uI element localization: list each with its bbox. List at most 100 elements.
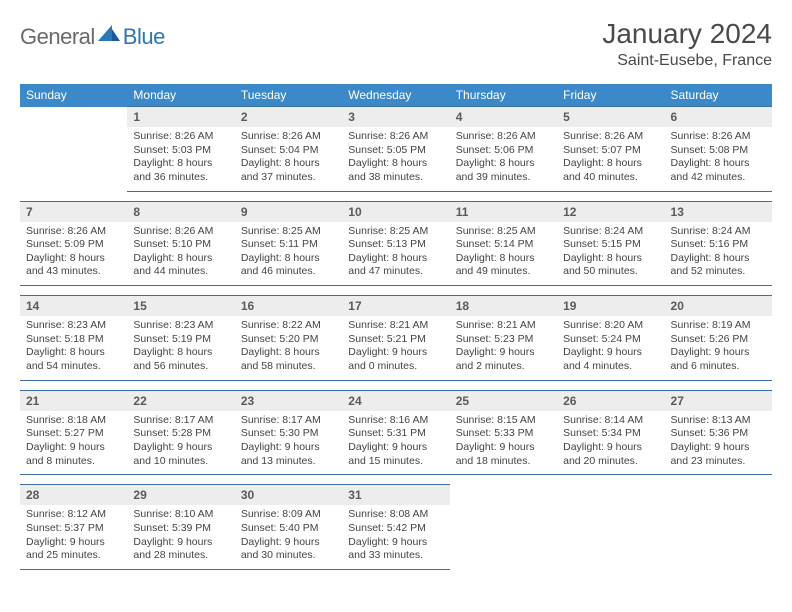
sunrise-line: Sunrise: 8:15 AM: [456, 414, 551, 428]
day-cell: [557, 485, 664, 570]
sunrise-line: Sunrise: 8:09 AM: [241, 508, 336, 522]
sunset-line: Sunset: 5:30 PM: [241, 427, 336, 441]
sunset-line: Sunset: 5:15 PM: [563, 238, 658, 252]
day-cell: 18Sunrise: 8:21 AMSunset: 5:23 PMDayligh…: [450, 296, 557, 381]
daylight-line: Daylight: 8 hours and 39 minutes.: [456, 157, 551, 184]
day-cell: 3Sunrise: 8:26 AMSunset: 5:05 PMDaylight…: [342, 107, 449, 192]
day-details: Sunrise: 8:20 AMSunset: 5:24 PMDaylight:…: [557, 316, 664, 380]
day-cell: 23Sunrise: 8:17 AMSunset: 5:30 PMDayligh…: [235, 390, 342, 475]
day-details: Sunrise: 8:25 AMSunset: 5:14 PMDaylight:…: [450, 222, 557, 286]
day-number: 11: [450, 202, 557, 222]
day-details: Sunrise: 8:22 AMSunset: 5:20 PMDaylight:…: [235, 316, 342, 380]
day-cell: 9Sunrise: 8:25 AMSunset: 5:11 PMDaylight…: [235, 201, 342, 286]
sunset-line: Sunset: 5:19 PM: [133, 333, 228, 347]
daylight-line: Daylight: 8 hours and 40 minutes.: [563, 157, 658, 184]
sunset-line: Sunset: 5:39 PM: [133, 522, 228, 536]
day-number: 24: [342, 391, 449, 411]
day-number: 20: [665, 296, 772, 316]
day-number: 29: [127, 485, 234, 505]
day-details: Sunrise: 8:16 AMSunset: 5:31 PMDaylight:…: [342, 411, 449, 475]
day-cell: [450, 485, 557, 570]
day-number: 4: [450, 107, 557, 127]
day-details: Sunrise: 8:08 AMSunset: 5:42 PMDaylight:…: [342, 505, 449, 569]
daylight-line: Daylight: 8 hours and 46 minutes.: [241, 252, 336, 279]
sunset-line: Sunset: 5:03 PM: [133, 144, 228, 158]
day-cell: 2Sunrise: 8:26 AMSunset: 5:04 PMDaylight…: [235, 107, 342, 192]
day-cell: 15Sunrise: 8:23 AMSunset: 5:19 PMDayligh…: [127, 296, 234, 381]
day-number: 15: [127, 296, 234, 316]
sunrise-line: Sunrise: 8:26 AM: [26, 225, 121, 239]
day-cell: 26Sunrise: 8:14 AMSunset: 5:34 PMDayligh…: [557, 390, 664, 475]
daylight-line: Daylight: 8 hours and 38 minutes.: [348, 157, 443, 184]
sunrise-line: Sunrise: 8:18 AM: [26, 414, 121, 428]
day-number: 18: [450, 296, 557, 316]
sunrise-line: Sunrise: 8:23 AM: [26, 319, 121, 333]
sunrise-line: Sunrise: 8:13 AM: [671, 414, 766, 428]
day-details: Sunrise: 8:12 AMSunset: 5:37 PMDaylight:…: [20, 505, 127, 569]
daylight-line: Daylight: 9 hours and 18 minutes.: [456, 441, 551, 468]
dow-saturday: Saturday: [665, 84, 772, 107]
day-details: Sunrise: 8:15 AMSunset: 5:33 PMDaylight:…: [450, 411, 557, 475]
sunset-line: Sunset: 5:05 PM: [348, 144, 443, 158]
sunset-line: Sunset: 5:28 PM: [133, 427, 228, 441]
daylight-line: Daylight: 9 hours and 8 minutes.: [26, 441, 121, 468]
day-cell: 13Sunrise: 8:24 AMSunset: 5:16 PMDayligh…: [665, 201, 772, 286]
daylight-line: Daylight: 8 hours and 44 minutes.: [133, 252, 228, 279]
day-cell: 14Sunrise: 8:23 AMSunset: 5:18 PMDayligh…: [20, 296, 127, 381]
daylight-line: Daylight: 8 hours and 56 minutes.: [133, 346, 228, 373]
day-cell: 20Sunrise: 8:19 AMSunset: 5:26 PMDayligh…: [665, 296, 772, 381]
sunrise-line: Sunrise: 8:16 AM: [348, 414, 443, 428]
day-cell: [20, 107, 127, 192]
sunrise-line: Sunrise: 8:08 AM: [348, 508, 443, 522]
day-details: Sunrise: 8:21 AMSunset: 5:21 PMDaylight:…: [342, 316, 449, 380]
day-number: 16: [235, 296, 342, 316]
spacer-row: [20, 191, 772, 201]
sunset-line: Sunset: 5:08 PM: [671, 144, 766, 158]
day-number: 17: [342, 296, 449, 316]
day-details: Sunrise: 8:10 AMSunset: 5:39 PMDaylight:…: [127, 505, 234, 569]
day-cell: 28Sunrise: 8:12 AMSunset: 5:37 PMDayligh…: [20, 485, 127, 570]
daylight-line: Daylight: 8 hours and 52 minutes.: [671, 252, 766, 279]
sunset-line: Sunset: 5:31 PM: [348, 427, 443, 441]
day-number: 12: [557, 202, 664, 222]
day-cell: [665, 485, 772, 570]
daylight-line: Daylight: 9 hours and 28 minutes.: [133, 536, 228, 563]
day-details: Sunrise: 8:26 AMSunset: 5:04 PMDaylight:…: [235, 127, 342, 191]
day-number: 31: [342, 485, 449, 505]
daylight-line: Daylight: 9 hours and 4 minutes.: [563, 346, 658, 373]
sunrise-line: Sunrise: 8:14 AM: [563, 414, 658, 428]
day-number: 5: [557, 107, 664, 127]
day-details: Sunrise: 8:26 AMSunset: 5:05 PMDaylight:…: [342, 127, 449, 191]
daylight-line: Daylight: 9 hours and 13 minutes.: [241, 441, 336, 468]
sunrise-line: Sunrise: 8:20 AM: [563, 319, 658, 333]
dow-thursday: Thursday: [450, 84, 557, 107]
day-details: Sunrise: 8:26 AMSunset: 5:08 PMDaylight:…: [665, 127, 772, 191]
day-number: 26: [557, 391, 664, 411]
day-cell: 6Sunrise: 8:26 AMSunset: 5:08 PMDaylight…: [665, 107, 772, 192]
day-cell: 12Sunrise: 8:24 AMSunset: 5:15 PMDayligh…: [557, 201, 664, 286]
sunrise-line: Sunrise: 8:26 AM: [563, 130, 658, 144]
day-number: 25: [450, 391, 557, 411]
daylight-line: Daylight: 9 hours and 25 minutes.: [26, 536, 121, 563]
spacer-row: [20, 380, 772, 390]
calendar-table: Sunday Monday Tuesday Wednesday Thursday…: [20, 84, 772, 570]
day-details: Sunrise: 8:09 AMSunset: 5:40 PMDaylight:…: [235, 505, 342, 569]
sunrise-line: Sunrise: 8:25 AM: [456, 225, 551, 239]
brand-logo: General Blue: [20, 24, 165, 50]
daylight-line: Daylight: 8 hours and 36 minutes.: [133, 157, 228, 184]
sunset-line: Sunset: 5:10 PM: [133, 238, 228, 252]
day-details: Sunrise: 8:13 AMSunset: 5:36 PMDaylight:…: [665, 411, 772, 475]
day-number: 21: [20, 391, 127, 411]
daylight-line: Daylight: 8 hours and 37 minutes.: [241, 157, 336, 184]
day-cell: 17Sunrise: 8:21 AMSunset: 5:21 PMDayligh…: [342, 296, 449, 381]
sunset-line: Sunset: 5:07 PM: [563, 144, 658, 158]
day-details: Sunrise: 8:26 AMSunset: 5:07 PMDaylight:…: [557, 127, 664, 191]
daylight-line: Daylight: 8 hours and 43 minutes.: [26, 252, 121, 279]
sunset-line: Sunset: 5:26 PM: [671, 333, 766, 347]
day-number: 9: [235, 202, 342, 222]
day-details: Sunrise: 8:14 AMSunset: 5:34 PMDaylight:…: [557, 411, 664, 475]
sunset-line: Sunset: 5:13 PM: [348, 238, 443, 252]
sunset-line: Sunset: 5:09 PM: [26, 238, 121, 252]
day-details: Sunrise: 8:23 AMSunset: 5:19 PMDaylight:…: [127, 316, 234, 380]
day-cell: 4Sunrise: 8:26 AMSunset: 5:06 PMDaylight…: [450, 107, 557, 192]
